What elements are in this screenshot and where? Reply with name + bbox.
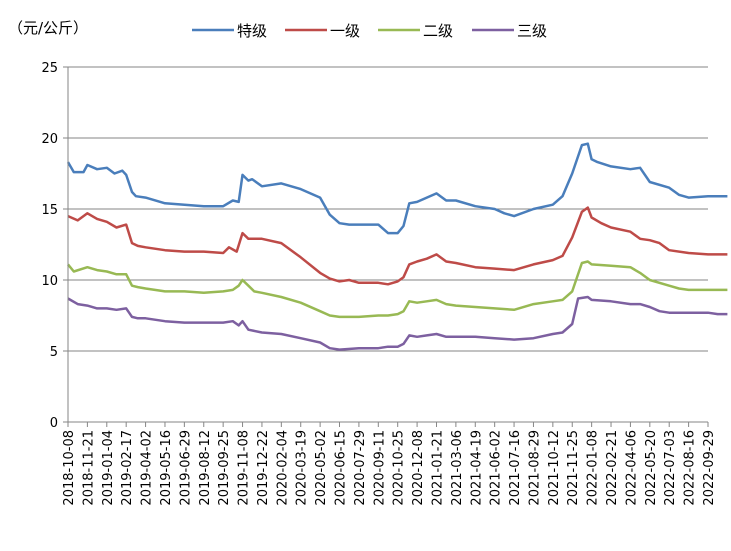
y-tick-label: 10 (41, 274, 58, 289)
legend-label: 一级 (330, 22, 360, 40)
x-tick-label: 2022-04-06 (624, 430, 639, 506)
y-tick-labels: 0 5 10 15 20 25 (41, 61, 58, 431)
x-tick-label: 2022-02-21 (605, 430, 620, 506)
x-tick-label: 2022-09-29 (702, 430, 717, 506)
x-tick-label: 2020-10-25 (392, 430, 407, 506)
y-tick-label: 5 (50, 345, 58, 360)
legend-label: 特级 (237, 22, 267, 40)
y-tick-label: 15 (41, 203, 58, 218)
x-tick-label: 2021-01-21 (430, 430, 445, 506)
x-tick-label: 2020-12-08 (411, 430, 426, 506)
x-tick-label: 2020-07-29 (353, 430, 368, 506)
x-tick-label: 2021-08-29 (527, 430, 542, 506)
x-tick-label: 2020-03-19 (295, 430, 310, 506)
x-tick-label: 2021-04-19 (469, 430, 484, 506)
series-lines (66, 142, 728, 351)
x-tick-label: 2019-12-22 (256, 430, 271, 506)
x-tick-label: 2020-09-11 (372, 430, 387, 506)
legend-label: 三级 (517, 22, 547, 40)
series-line-1 (66, 142, 728, 235)
x-tick-label: 2021-11-25 (566, 430, 581, 506)
x-tick-label: 2019-02-17 (120, 430, 135, 506)
legend: 特级 一级 二级 三级 (192, 22, 547, 40)
x-tick-label: 2019-08-12 (198, 430, 213, 506)
series-line-3 (67, 260, 728, 319)
legend-label: 二级 (423, 22, 453, 40)
x-tick-label: 2020-05-02 (314, 430, 329, 506)
x-tick-label: 2019-11-08 (237, 430, 252, 506)
series-line-2 (67, 206, 728, 286)
x-tick-label: 2021-03-06 (450, 430, 465, 506)
x-tick-label: 2021-06-02 (489, 430, 504, 506)
x-tick-label: 2019-06-29 (178, 430, 193, 506)
x-tick-label: 2022-07-03 (663, 430, 678, 506)
x-tick-label: 2022-01-08 (586, 430, 601, 506)
y-unit-label: （元/公斤） (8, 19, 88, 37)
x-tick-label: 2019-05-16 (159, 430, 174, 506)
y-tick-label: 25 (41, 61, 58, 76)
y-tick-label: 0 (50, 416, 58, 431)
gridlines (68, 66, 708, 352)
x-tick-label: 2019-09-25 (217, 430, 232, 506)
x-tick-label: 2019-04-02 (140, 430, 155, 506)
x-tick-label: 2018-10-08 (62, 430, 77, 506)
x-tick-labels: 2018-10-08 2018-11-21 2019-01-04 2019-02-17… (62, 430, 717, 506)
x-tick-label: 2020-06-15 (334, 430, 349, 506)
x-tick-label: 2022-08-16 (683, 430, 698, 506)
x-tick-label: 2021-10-12 (547, 430, 562, 506)
series-line-4 (67, 295, 728, 351)
x-tick-label: 2019-01-04 (101, 430, 116, 506)
x-tick-label: 2018-11-21 (81, 430, 96, 506)
x-tick-label: 2021-07-16 (508, 430, 523, 506)
axes (63, 66, 709, 427)
x-tick-label: 2020-02-04 (275, 430, 290, 506)
y-tick-label: 20 (41, 132, 58, 147)
x-tick-label: 2022-05-20 (644, 430, 659, 506)
